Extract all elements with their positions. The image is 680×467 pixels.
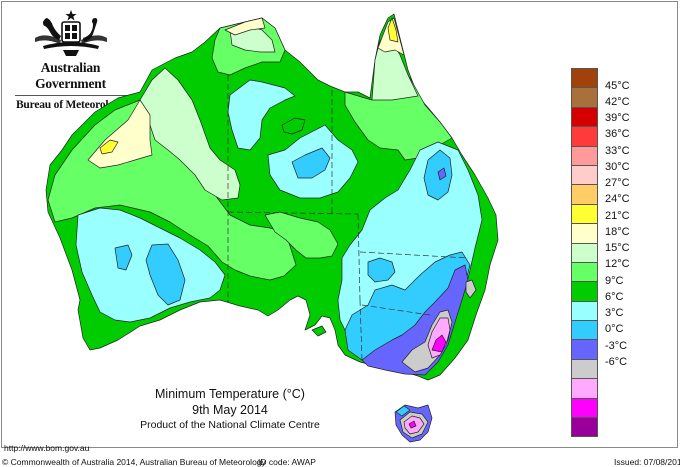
zone-21c-topend bbox=[224, 17, 266, 36]
zone-6c-wa-central bbox=[145, 243, 186, 306]
legend-swatch bbox=[571, 397, 598, 418]
coat-of-arms-icon bbox=[34, 10, 107, 56]
zone-6c-wa-west bbox=[114, 244, 133, 271]
map-date: 9th May 2014 bbox=[192, 403, 268, 417]
zone-9c-nt-north bbox=[227, 79, 296, 151]
legend-swatch bbox=[571, 126, 598, 146]
zone-6c-qld bbox=[423, 149, 453, 201]
legend-label: 9°C bbox=[605, 275, 624, 287]
zone-12c-nt-island bbox=[281, 117, 306, 135]
bom-logo: Australian Government Bureau of Meteorol… bbox=[8, 8, 133, 111]
legend-label: 45°C bbox=[605, 80, 630, 92]
legend-label: 3°C bbox=[605, 307, 624, 319]
zone-15c-central bbox=[264, 211, 339, 259]
legend-label: 12°C bbox=[605, 258, 630, 270]
copyright-text: © Commonwealth of Australia 2014, Austra… bbox=[2, 457, 266, 467]
agency-name: Bureau of Meteorology bbox=[15, 99, 126, 111]
legend-swatch bbox=[571, 339, 598, 359]
issued-date: Issued: 07/08/2014 bbox=[614, 457, 680, 467]
tasmania-minus6c bbox=[408, 420, 417, 429]
legend-swatch bbox=[571, 145, 598, 165]
map-product: Product of the National Climate Centre bbox=[140, 419, 320, 431]
map-title: Minimum Temperature (°C) bbox=[155, 387, 305, 401]
legend-label: 33°C bbox=[605, 145, 630, 157]
legend-label: -6°C bbox=[605, 356, 628, 368]
legend-swatch bbox=[571, 417, 598, 438]
legend-label: 30°C bbox=[605, 161, 630, 173]
legend-swatch bbox=[571, 184, 598, 204]
zone-minus6c bbox=[431, 334, 447, 353]
kangaroo-island bbox=[311, 325, 327, 337]
legend-label: -3°C bbox=[605, 340, 628, 352]
legend-label: 39°C bbox=[605, 112, 630, 124]
legend-label: 0°C bbox=[605, 323, 624, 335]
legend-swatch bbox=[571, 87, 598, 107]
legend-swatch bbox=[571, 358, 598, 379]
legend-swatch bbox=[571, 68, 598, 88]
legend-label: 36°C bbox=[605, 128, 630, 140]
legend-label: 15°C bbox=[605, 242, 630, 254]
zone-6c-sa bbox=[367, 257, 396, 283]
logo-divider bbox=[14, 95, 127, 96]
legend-swatch bbox=[571, 281, 598, 301]
zone-3c-qld bbox=[437, 167, 447, 181]
zone-18c-capeyork bbox=[371, 39, 419, 101]
zone-24c-capeyork bbox=[387, 17, 399, 43]
legend-label: 27°C bbox=[605, 177, 630, 189]
legend-swatch bbox=[571, 164, 598, 185]
government-name: Australian Government bbox=[35, 60, 106, 91]
legend-label: 24°C bbox=[605, 193, 630, 205]
legend-label: 18°C bbox=[605, 226, 630, 238]
legend-swatch bbox=[571, 320, 598, 340]
legend-swatch bbox=[571, 300, 598, 321]
legend-label: 6°C bbox=[605, 291, 624, 303]
legend-swatch bbox=[571, 378, 598, 398]
legend-swatch bbox=[571, 106, 598, 127]
state-borders bbox=[227, 75, 469, 361]
tasmania-north bbox=[395, 405, 411, 417]
zone-18c-kimberley bbox=[139, 67, 241, 201]
legend-swatch bbox=[571, 203, 598, 224]
map-caption: Minimum Temperature (°C) 9th May 2014 Pr… bbox=[130, 386, 330, 432]
bom-url-link[interactable]: http://www.bom.gov.au bbox=[4, 443, 90, 453]
zone-6c-nt bbox=[291, 147, 331, 179]
zone-0c-ne bbox=[465, 279, 477, 299]
legend-label: 42°C bbox=[605, 96, 630, 108]
legend-swatch bbox=[571, 242, 598, 262]
zone-24c-kimberley bbox=[99, 139, 119, 155]
legend-label: 21°C bbox=[605, 210, 630, 222]
legend-swatch bbox=[571, 261, 598, 282]
id-code: ID code: AWAP bbox=[258, 457, 316, 467]
temperature-legend bbox=[571, 68, 598, 438]
legend-swatch bbox=[571, 223, 598, 243]
